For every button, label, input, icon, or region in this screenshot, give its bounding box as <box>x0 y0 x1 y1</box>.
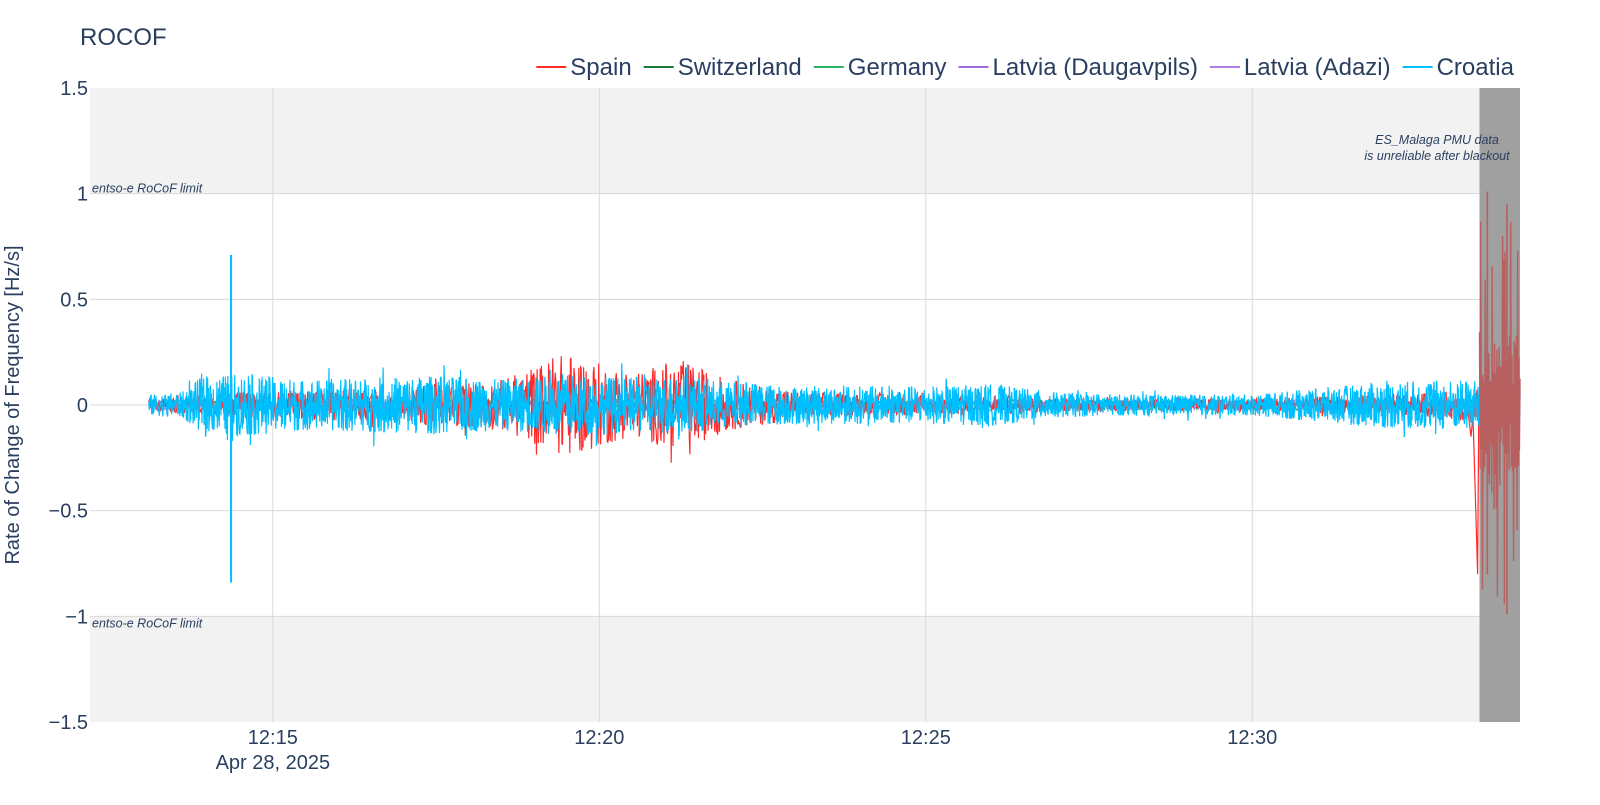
y-tick-label: −1 <box>65 606 88 628</box>
legend-item-croatia[interactable]: Croatia <box>1402 54 1515 81</box>
legend-label: Latvia (Adazi) <box>1244 54 1391 81</box>
x-tick-label: 12:20 <box>574 727 624 749</box>
legend-label: Croatia <box>1437 54 1515 81</box>
blackout-annotation-line-1: ES_Malaga PMU data <box>1375 133 1499 147</box>
blackout-annotation-line-2: is unreliable after blackout <box>1364 149 1510 163</box>
y-tick-label: 1.5 <box>60 78 88 100</box>
series-line <box>148 363 1521 447</box>
limit-label-lower: entso-e RoCoF limit <box>92 616 203 630</box>
x-tick-label: 12:15 <box>248 727 298 749</box>
y-tick-labels: 1.5 1 0.5 0 −0.5 −1 −1.5 <box>49 78 88 734</box>
x-date-label: Apr 28, 2025 <box>216 752 331 774</box>
series-line <box>148 356 1479 463</box>
legend-label: Switzerland <box>678 54 802 81</box>
x-tick-label: 12:30 <box>1227 727 1277 749</box>
legend-item-germany[interactable]: Germany <box>813 54 947 81</box>
legend-label: Germany <box>848 54 947 81</box>
limit-label-upper: entso-e RoCoF limit <box>92 182 203 196</box>
limit-band-lower <box>90 616 1520 722</box>
blackout-overlay-traces <box>1478 191 1521 615</box>
chart-title: ROCOF <box>80 24 167 51</box>
series-line <box>1467 394 1480 575</box>
y-tick-label: 0 <box>77 395 88 417</box>
legend-item-spain[interactable]: Spain <box>536 54 632 81</box>
legend-item-latvia-daugavpils[interactable]: Latvia (Daugavpils) <box>958 54 1198 81</box>
y-axis-title: Rate of Change of Frequency [Hz/s] <box>2 245 24 564</box>
legend-label: Latvia (Daugavpils) <box>993 54 1198 81</box>
legend[interactable]: Spain Switzerland Germany Latvia (Daugavpil… <box>536 54 1515 81</box>
limit-band-upper <box>90 88 1520 194</box>
x-tick-labels: 12:15 12:20 12:25 12:30 <box>248 727 1278 749</box>
series-layer <box>148 254 1521 583</box>
y-tick-label: 1 <box>77 184 88 206</box>
y-tick-label: 0.5 <box>60 289 88 311</box>
y-tick-label: −1.5 <box>49 712 88 734</box>
legend-item-latvia-adazi[interactable]: Latvia (Adazi) <box>1209 54 1391 81</box>
y-tick-label: −0.5 <box>49 501 88 523</box>
legend-item-switzerland[interactable]: Switzerland <box>643 54 802 81</box>
spain-post-blackout <box>1478 221 1521 605</box>
x-tick-label: 12:25 <box>901 727 951 749</box>
legend-label: Spain <box>570 54 631 81</box>
